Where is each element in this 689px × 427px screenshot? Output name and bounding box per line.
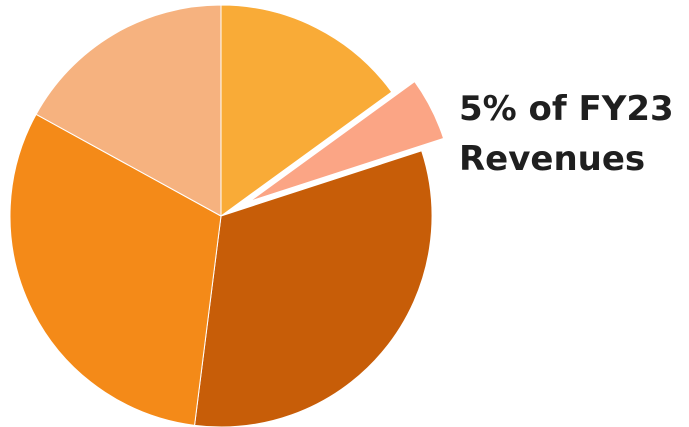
callout-line-2: Revenues bbox=[459, 139, 646, 179]
callout-line-1: 5% of FY23 bbox=[459, 89, 674, 129]
pie-slice-1 bbox=[220, 4, 393, 217]
pie-slice-3 bbox=[194, 150, 433, 427]
pie-slice-2-exploded bbox=[242, 78, 447, 206]
pie-slice-5 bbox=[35, 4, 222, 217]
pie-slice-4 bbox=[9, 113, 222, 426]
slice-callout-label: 5% of FY23 Revenues bbox=[459, 84, 674, 184]
